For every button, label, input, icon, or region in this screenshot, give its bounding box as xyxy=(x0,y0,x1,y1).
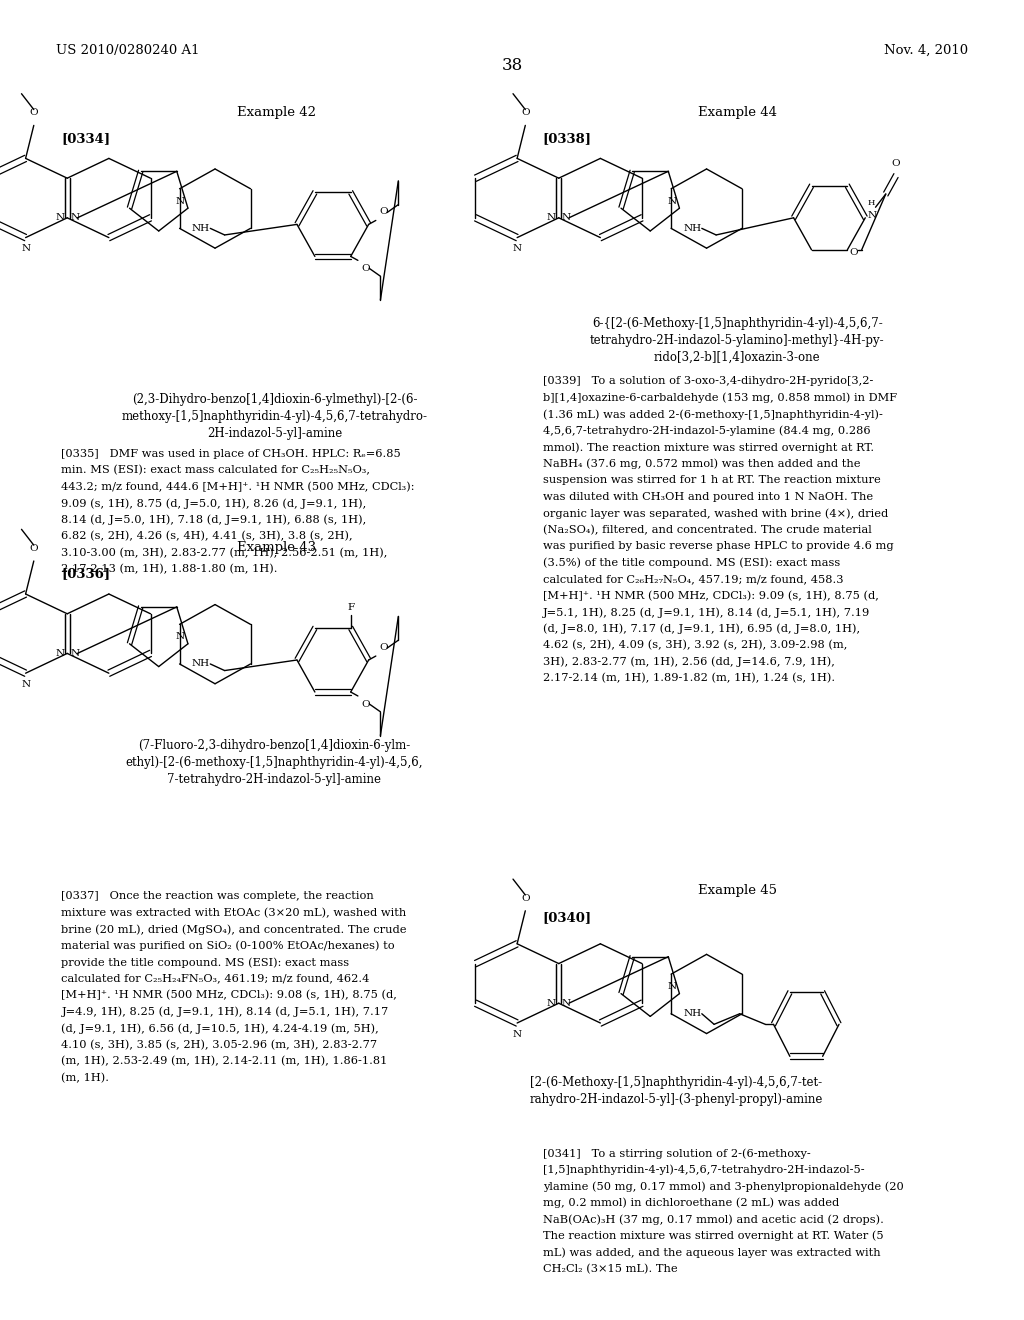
Text: [0339]   To a solution of 3-oxo-3,4-dihydro-2H-pyrido[3,2-: [0339] To a solution of 3-oxo-3,4-dihydr… xyxy=(543,376,873,387)
Text: calculated for C₂₆H₂₇N₅O₄, 457.19; m/z found, 458.3: calculated for C₂₆H₂₇N₅O₄, 457.19; m/z f… xyxy=(543,574,843,585)
Text: min. MS (ESI): exact mass calculated for C₂₅H₂₅N₅O₃,: min. MS (ESI): exact mass calculated for… xyxy=(61,465,371,475)
Text: The reaction mixture was stirred overnight at RT. Water (5: The reaction mixture was stirred overnig… xyxy=(543,1230,884,1242)
Text: N: N xyxy=(71,649,80,657)
Text: CH₂Cl₂ (3×15 mL). The: CH₂Cl₂ (3×15 mL). The xyxy=(543,1265,677,1274)
Text: [0340]: [0340] xyxy=(543,911,592,924)
Text: 4.62 (s, 2H), 4.09 (s, 3H), 3.92 (s, 2H), 3.09-2.98 (m,: 4.62 (s, 2H), 4.09 (s, 3H), 3.92 (s, 2H)… xyxy=(543,640,847,651)
Text: N: N xyxy=(22,244,30,253)
Text: (3.5%) of the title compound. MS (ESI): exact mass: (3.5%) of the title compound. MS (ESI): … xyxy=(543,558,840,569)
Text: N: N xyxy=(668,197,677,206)
Text: was diluted with CH₃OH and poured into 1 N NaOH. The: was diluted with CH₃OH and poured into 1… xyxy=(543,492,872,502)
Text: [0337]   Once the reaction was complete, the reaction: [0337] Once the reaction was complete, t… xyxy=(61,891,374,902)
Text: (m, 1H), 2.53-2.49 (m, 1H), 2.14-2.11 (m, 1H), 1.86-1.81: (m, 1H), 2.53-2.49 (m, 1H), 2.14-2.11 (m… xyxy=(61,1056,388,1067)
Text: US 2010/0280240 A1: US 2010/0280240 A1 xyxy=(56,44,200,57)
Text: O: O xyxy=(521,894,529,903)
Text: O: O xyxy=(361,700,370,709)
Text: O: O xyxy=(30,544,38,553)
Text: (1.36 mL) was added 2-(6-methoxy-[1,5]naphthyridin-4-yl)-: (1.36 mL) was added 2-(6-methoxy-[1,5]na… xyxy=(543,409,883,420)
Text: N: N xyxy=(71,214,80,222)
Text: H: H xyxy=(867,199,874,207)
Text: N: N xyxy=(55,214,65,222)
Text: [2-(6-Methoxy-[1,5]naphthyridin-4-yl)-4,5,6,7-tet-
rahydro-2H-indazol-5-yl]-(3-p: [2-(6-Methoxy-[1,5]naphthyridin-4-yl)-4,… xyxy=(529,1076,822,1106)
Text: 6-{[2-(6-Methoxy-[1,5]naphthyridin-4-yl)-4,5,6,7-
tetrahydro-2H-indazol-5-ylamin: 6-{[2-(6-Methoxy-[1,5]naphthyridin-4-yl)… xyxy=(590,317,885,364)
Text: 6.82 (s, 2H), 4.26 (s, 4H), 4.41 (s, 3H), 3.8 (s, 2H),: 6.82 (s, 2H), 4.26 (s, 4H), 4.41 (s, 3H)… xyxy=(61,531,353,541)
Text: NH: NH xyxy=(191,660,210,668)
Text: Example 42: Example 42 xyxy=(237,106,316,119)
Text: N: N xyxy=(55,649,65,657)
Text: 8.14 (d, J=5.0, 1H), 7.18 (d, J=9.1, 1H), 6.88 (s, 1H),: 8.14 (d, J=5.0, 1H), 7.18 (d, J=9.1, 1H)… xyxy=(61,515,367,525)
Text: N: N xyxy=(668,982,677,991)
Text: F: F xyxy=(347,603,354,612)
Text: N: N xyxy=(176,197,185,206)
Text: NH: NH xyxy=(683,1010,701,1018)
Text: O: O xyxy=(379,207,387,216)
Text: N: N xyxy=(547,999,556,1007)
Text: (m, 1H).: (m, 1H). xyxy=(61,1072,110,1082)
Text: [0335]   DMF was used in place of CH₃OH. HPLC: Rₑ=6.85: [0335] DMF was used in place of CH₃OH. H… xyxy=(61,449,401,459)
Text: 9.09 (s, 1H), 8.75 (d, J=5.0, 1H), 8.26 (d, J=9.1, 1H),: 9.09 (s, 1H), 8.75 (d, J=5.0, 1H), 8.26 … xyxy=(61,498,367,510)
Text: O: O xyxy=(379,643,387,652)
Text: NaB(OAc)₃H (37 mg, 0.17 mmol) and acetic acid (2 drops).: NaB(OAc)₃H (37 mg, 0.17 mmol) and acetic… xyxy=(543,1214,884,1225)
Text: [1,5]naphthyridin-4-yl)-4,5,6,7-tetrahydro-2H-indazol-5-: [1,5]naphthyridin-4-yl)-4,5,6,7-tetrahyd… xyxy=(543,1164,864,1176)
Text: [0338]: [0338] xyxy=(543,132,592,145)
Text: N: N xyxy=(513,244,521,253)
Text: [0334]: [0334] xyxy=(61,132,111,145)
Text: 3H), 2.83-2.77 (m, 1H), 2.56 (dd, J=14.6, 7.9, 1H),: 3H), 2.83-2.77 (m, 1H), 2.56 (dd, J=14.6… xyxy=(543,657,835,668)
Text: Example 45: Example 45 xyxy=(697,884,777,898)
Text: (d, J=8.0, 1H), 7.17 (d, J=9.1, 1H), 6.95 (d, J=8.0, 1H),: (d, J=8.0, 1H), 7.17 (d, J=9.1, 1H), 6.9… xyxy=(543,624,860,635)
Text: mL) was added, and the aqueous layer was extracted with: mL) was added, and the aqueous layer was… xyxy=(543,1247,881,1258)
Text: brine (20 mL), dried (MgSO₄), and concentrated. The crude: brine (20 mL), dried (MgSO₄), and concen… xyxy=(61,924,407,935)
Text: mmol). The reaction mixture was stirred overnight at RT.: mmol). The reaction mixture was stirred … xyxy=(543,442,873,453)
Text: 38: 38 xyxy=(502,58,522,74)
Text: [M+H]⁺. ¹H NMR (500 MHz, CDCl₃): 9.08 (s, 1H), 8.75 (d,: [M+H]⁺. ¹H NMR (500 MHz, CDCl₃): 9.08 (s… xyxy=(61,990,397,1001)
Text: 2.17-2.14 (m, 1H), 1.89-1.82 (m, 1H), 1.24 (s, 1H).: 2.17-2.14 (m, 1H), 1.89-1.82 (m, 1H), 1.… xyxy=(543,673,835,684)
Text: N: N xyxy=(176,632,185,642)
Text: mixture was extracted with EtOAc (3×20 mL), washed with: mixture was extracted with EtOAc (3×20 m… xyxy=(61,908,407,917)
Text: material was purified on SiO₂ (0-100% EtOAc/hexanes) to: material was purified on SiO₂ (0-100% Et… xyxy=(61,940,395,952)
Text: [0336]: [0336] xyxy=(61,568,111,581)
Text: O: O xyxy=(521,108,529,117)
Text: NaBH₄ (37.6 mg, 0.572 mmol) was then added and the: NaBH₄ (37.6 mg, 0.572 mmol) was then add… xyxy=(543,459,860,470)
Text: suspension was stirred for 1 h at RT. The reaction mixture: suspension was stirred for 1 h at RT. Th… xyxy=(543,475,881,486)
Text: NH: NH xyxy=(683,224,701,232)
Text: provide the title compound. MS (ESI): exact mass: provide the title compound. MS (ESI): ex… xyxy=(61,957,349,968)
Text: (2,3-Dihydro-benzo[1,4]dioxin-6-ylmethyl)-[2-(6-
methoxy-[1,5]naphthyridin-4-yl): (2,3-Dihydro-benzo[1,4]dioxin-6-ylmethyl… xyxy=(122,393,427,441)
Text: O: O xyxy=(361,264,370,273)
Text: N: N xyxy=(562,999,571,1007)
Text: 3.10-3.00 (m, 3H), 2.83-2.77 (m, 1H), 2.56-2.51 (m, 1H),: 3.10-3.00 (m, 3H), 2.83-2.77 (m, 1H), 2.… xyxy=(61,548,388,558)
Text: Example 43: Example 43 xyxy=(237,541,316,554)
Text: Nov. 4, 2010: Nov. 4, 2010 xyxy=(884,44,968,57)
Text: organic layer was separated, washed with brine (4×), dried: organic layer was separated, washed with… xyxy=(543,508,888,519)
Text: Example 44: Example 44 xyxy=(697,106,777,119)
Text: 4.10 (s, 3H), 3.85 (s, 2H), 3.05-2.96 (m, 3H), 2.83-2.77: 4.10 (s, 3H), 3.85 (s, 2H), 3.05-2.96 (m… xyxy=(61,1040,378,1049)
Text: O: O xyxy=(892,158,900,168)
Text: N: N xyxy=(22,680,30,689)
Text: J=5.1, 1H), 8.25 (d, J=9.1, 1H), 8.14 (d, J=5.1, 1H), 7.19: J=5.1, 1H), 8.25 (d, J=9.1, 1H), 8.14 (d… xyxy=(543,607,870,618)
Text: [M+H]⁺. ¹H NMR (500 MHz, CDCl₃): 9.09 (s, 1H), 8.75 (d,: [M+H]⁺. ¹H NMR (500 MHz, CDCl₃): 9.09 (s… xyxy=(543,591,879,601)
Text: 4,5,6,7-tetrahydro-2H-indazol-5-ylamine (84.4 mg, 0.286: 4,5,6,7-tetrahydro-2H-indazol-5-ylamine … xyxy=(543,425,870,437)
Text: b][1,4]oxazine-6-carbaldehyde (153 mg, 0.858 mmol) in DMF: b][1,4]oxazine-6-carbaldehyde (153 mg, 0… xyxy=(543,393,897,404)
Text: was purified by basic reverse phase HPLC to provide 4.6 mg: was purified by basic reverse phase HPLC… xyxy=(543,541,893,552)
Text: NH: NH xyxy=(191,224,210,232)
Text: ylamine (50 mg, 0.17 mmol) and 3-phenylpropionaldehyde (20: ylamine (50 mg, 0.17 mmol) and 3-phenylp… xyxy=(543,1181,903,1192)
Text: N: N xyxy=(867,211,877,219)
Text: [0341]   To a stirring solution of 2-(6-methoxy-: [0341] To a stirring solution of 2-(6-me… xyxy=(543,1148,810,1159)
Text: O: O xyxy=(850,248,858,257)
Text: 443.2; m/z found, 444.6 [M+H]⁺. ¹H NMR (500 MHz, CDCl₃):: 443.2; m/z found, 444.6 [M+H]⁺. ¹H NMR (… xyxy=(61,482,415,492)
Text: J=4.9, 1H), 8.25 (d, J=9.1, 1H), 8.14 (d, J=5.1, 1H), 7.17: J=4.9, 1H), 8.25 (d, J=9.1, 1H), 8.14 (d… xyxy=(61,1006,389,1018)
Text: N: N xyxy=(562,214,571,222)
Text: N: N xyxy=(513,1030,521,1039)
Text: 2.17-2.13 (m, 1H), 1.88-1.80 (m, 1H).: 2.17-2.13 (m, 1H), 1.88-1.80 (m, 1H). xyxy=(61,565,278,574)
Text: O: O xyxy=(30,108,38,117)
Text: N: N xyxy=(547,214,556,222)
Text: calculated for C₂₅H₂₄FN₅O₃, 461.19; m/z found, 462.4: calculated for C₂₅H₂₄FN₅O₃, 461.19; m/z … xyxy=(61,974,370,983)
Text: (7-Fluoro-2,3-dihydro-benzo[1,4]dioxin-6-ylm-
ethyl)-[2-(6-methoxy-[1,5]naphthyr: (7-Fluoro-2,3-dihydro-benzo[1,4]dioxin-6… xyxy=(126,739,423,787)
Text: (d, J=9.1, 1H), 6.56 (d, J=10.5, 1H), 4.24-4.19 (m, 5H),: (d, J=9.1, 1H), 6.56 (d, J=10.5, 1H), 4.… xyxy=(61,1023,379,1034)
Text: (Na₂SO₄), filtered, and concentrated. The crude material: (Na₂SO₄), filtered, and concentrated. Th… xyxy=(543,525,871,535)
Text: mg, 0.2 mmol) in dichloroethane (2 mL) was added: mg, 0.2 mmol) in dichloroethane (2 mL) w… xyxy=(543,1199,839,1209)
